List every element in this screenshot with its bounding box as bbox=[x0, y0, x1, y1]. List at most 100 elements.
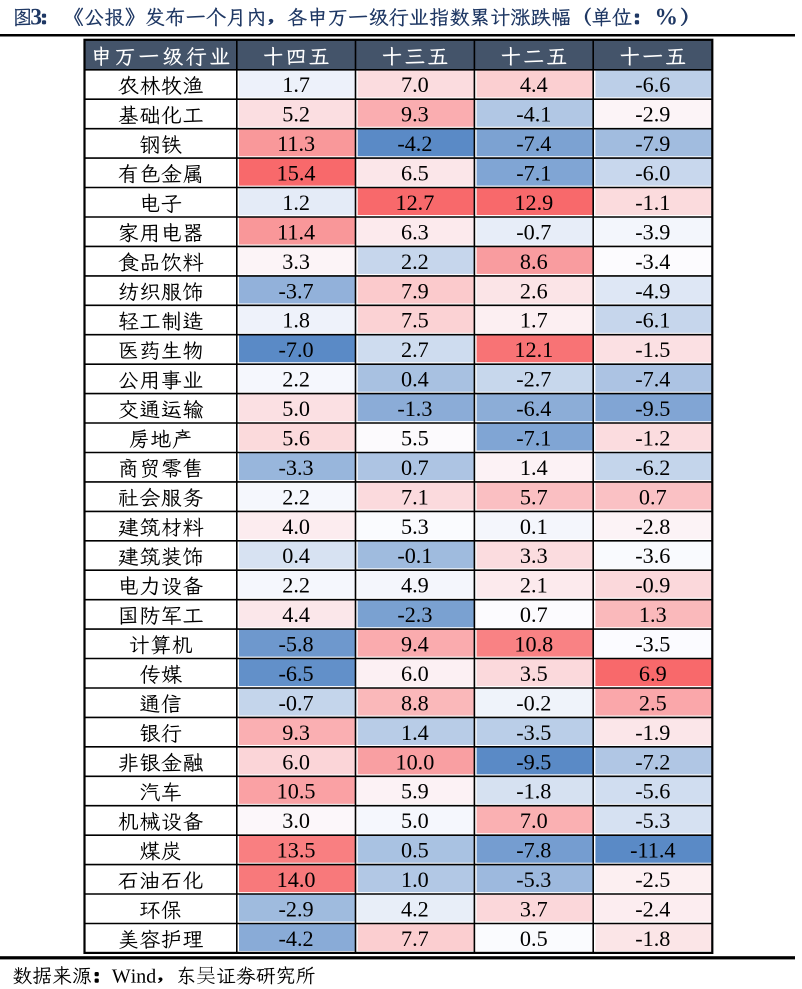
svg-text:10.0: 10.0 bbox=[395, 749, 434, 774]
svg-text:10.8: 10.8 bbox=[514, 632, 553, 657]
svg-text:11.4: 11.4 bbox=[277, 219, 315, 244]
svg-text:-1.3: -1.3 bbox=[397, 396, 432, 421]
svg-text:0.5: 0.5 bbox=[520, 926, 548, 951]
svg-text:-4.2: -4.2 bbox=[397, 131, 432, 156]
svg-text:-7.4: -7.4 bbox=[635, 367, 670, 392]
svg-text:7.7: 7.7 bbox=[401, 926, 429, 951]
svg-text:9.3: 9.3 bbox=[282, 720, 310, 745]
svg-text:-3.6: -3.6 bbox=[635, 543, 670, 568]
svg-text:1.4: 1.4 bbox=[401, 720, 429, 745]
svg-text:2.2: 2.2 bbox=[401, 249, 429, 274]
svg-text:12.1: 12.1 bbox=[514, 337, 553, 362]
svg-text:2.6: 2.6 bbox=[520, 278, 548, 303]
svg-text:13.5: 13.5 bbox=[277, 838, 316, 863]
svg-text:12.9: 12.9 bbox=[514, 190, 553, 215]
svg-text:0.1: 0.1 bbox=[520, 514, 548, 539]
svg-text:-2.8: -2.8 bbox=[635, 514, 670, 539]
svg-text:6.5: 6.5 bbox=[401, 161, 429, 186]
svg-text:-2.4: -2.4 bbox=[635, 896, 670, 921]
svg-text:-5.3: -5.3 bbox=[516, 867, 551, 892]
svg-text:-9.5: -9.5 bbox=[635, 396, 670, 421]
svg-text:8.6: 8.6 bbox=[520, 249, 548, 274]
svg-text:-4.1: -4.1 bbox=[516, 102, 551, 127]
svg-text:2.2: 2.2 bbox=[282, 367, 310, 392]
svg-text:7.0: 7.0 bbox=[401, 72, 429, 97]
svg-text:7.9: 7.9 bbox=[401, 278, 429, 303]
svg-text:-3.9: -3.9 bbox=[635, 219, 670, 244]
svg-text:-7.8: -7.8 bbox=[516, 838, 551, 863]
svg-text:3.7: 3.7 bbox=[520, 896, 548, 921]
svg-text:-2.7: -2.7 bbox=[516, 367, 551, 392]
svg-text:-4.2: -4.2 bbox=[279, 926, 314, 951]
svg-text:9.3: 9.3 bbox=[401, 102, 429, 127]
svg-text:4.4: 4.4 bbox=[520, 72, 548, 97]
svg-text:-7.1: -7.1 bbox=[516, 161, 551, 186]
svg-text:15.4: 15.4 bbox=[277, 161, 316, 186]
svg-text:1.0: 1.0 bbox=[401, 867, 429, 892]
svg-text:-5.6: -5.6 bbox=[635, 779, 670, 804]
svg-text:11.3: 11.3 bbox=[277, 131, 315, 156]
svg-text:5.6: 5.6 bbox=[282, 426, 310, 451]
svg-text:-2.9: -2.9 bbox=[635, 102, 670, 127]
svg-text:-0.9: -0.9 bbox=[635, 573, 670, 598]
svg-text:0.7: 0.7 bbox=[520, 602, 548, 627]
svg-text:3.3: 3.3 bbox=[520, 543, 548, 568]
svg-text:-1.8: -1.8 bbox=[635, 926, 670, 951]
svg-text:5.0: 5.0 bbox=[401, 808, 429, 833]
svg-text:-3.5: -3.5 bbox=[635, 632, 670, 657]
svg-text:3.0: 3.0 bbox=[282, 808, 310, 833]
svg-text:5.9: 5.9 bbox=[401, 779, 429, 804]
svg-text:2.2: 2.2 bbox=[282, 573, 310, 598]
svg-text:-5.8: -5.8 bbox=[279, 632, 314, 657]
svg-text:7.0: 7.0 bbox=[520, 808, 548, 833]
svg-text:-7.2: -7.2 bbox=[635, 749, 670, 774]
svg-text:5.5: 5.5 bbox=[401, 426, 429, 451]
svg-text:-9.5: -9.5 bbox=[516, 749, 551, 774]
svg-text:-6.1: -6.1 bbox=[635, 308, 670, 333]
svg-text:-7.0: -7.0 bbox=[279, 337, 314, 362]
svg-text:-7.4: -7.4 bbox=[516, 131, 551, 156]
svg-text:8.8: 8.8 bbox=[401, 690, 429, 715]
svg-text:5.3: 5.3 bbox=[401, 514, 429, 539]
svg-text:1.7: 1.7 bbox=[520, 308, 548, 333]
svg-text:-0.1: -0.1 bbox=[397, 543, 432, 568]
svg-text:-3.7: -3.7 bbox=[279, 278, 314, 303]
svg-text:-2.9: -2.9 bbox=[279, 896, 314, 921]
svg-text:6.0: 6.0 bbox=[282, 749, 310, 774]
svg-text:2.2: 2.2 bbox=[282, 484, 310, 509]
svg-text:-2.3: -2.3 bbox=[397, 602, 432, 627]
svg-text:0.5: 0.5 bbox=[401, 838, 429, 863]
svg-text:-1.5: -1.5 bbox=[635, 337, 670, 362]
svg-text:1.7: 1.7 bbox=[282, 72, 310, 97]
svg-text:-0.7: -0.7 bbox=[516, 219, 551, 244]
svg-text:3.5: 3.5 bbox=[520, 661, 548, 686]
svg-text:-2.5: -2.5 bbox=[635, 867, 670, 892]
svg-text:2.7: 2.7 bbox=[401, 337, 429, 362]
svg-text:5.0: 5.0 bbox=[282, 396, 310, 421]
svg-text:10.5: 10.5 bbox=[277, 779, 316, 804]
svg-text:6.3: 6.3 bbox=[401, 219, 429, 244]
svg-text:0.4: 0.4 bbox=[282, 543, 310, 568]
svg-text:-3.5: -3.5 bbox=[516, 720, 551, 745]
svg-text:1.8: 1.8 bbox=[282, 308, 310, 333]
svg-text:0.7: 0.7 bbox=[639, 484, 667, 509]
svg-text:4.9: 4.9 bbox=[401, 573, 429, 598]
svg-text:9.4: 9.4 bbox=[401, 632, 429, 657]
svg-text:5.7: 5.7 bbox=[520, 484, 548, 509]
svg-text:-1.8: -1.8 bbox=[516, 779, 551, 804]
svg-text:-0.7: -0.7 bbox=[279, 690, 314, 715]
svg-text:-1.1: -1.1 bbox=[635, 190, 670, 215]
svg-text:5.2: 5.2 bbox=[282, 102, 310, 127]
svg-text:0.7: 0.7 bbox=[401, 455, 429, 480]
svg-text:1.3: 1.3 bbox=[639, 602, 667, 627]
svg-text:4.2: 4.2 bbox=[401, 896, 429, 921]
svg-text:-6.0: -6.0 bbox=[635, 161, 670, 186]
svg-text:-11.4: -11.4 bbox=[630, 838, 675, 863]
svg-text:-3.4: -3.4 bbox=[635, 249, 670, 274]
svg-text:-6.6: -6.6 bbox=[635, 72, 670, 97]
svg-text:2.5: 2.5 bbox=[639, 690, 667, 715]
svg-text:4.4: 4.4 bbox=[282, 602, 310, 627]
svg-text:6.0: 6.0 bbox=[401, 661, 429, 686]
svg-text:7.5: 7.5 bbox=[401, 308, 429, 333]
svg-text:-6.2: -6.2 bbox=[635, 455, 670, 480]
